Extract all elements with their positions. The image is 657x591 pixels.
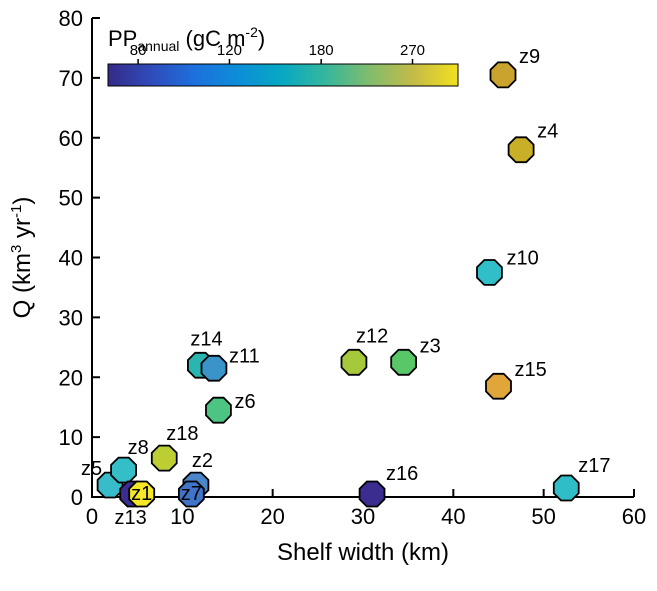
data-point-z9 [489, 61, 517, 89]
x-axis-label: Shelf width (km) [277, 539, 449, 566]
point-label-z17: z17 [578, 455, 610, 477]
x-tick-label: 50 [531, 504, 555, 529]
x-tick-label: 0 [86, 504, 98, 529]
point-label-z14: z14 [190, 328, 222, 350]
data-point-z15 [485, 372, 512, 400]
point-label-z2: z2 [192, 450, 213, 472]
y-axis-label: Q (km3 yr-1) [8, 197, 36, 319]
point-label-z11: z11 [229, 345, 260, 367]
y-tick-label: 40 [59, 246, 83, 271]
colorbar-title: PPannual (gC m-2) [108, 24, 265, 54]
y-tick-label: 30 [59, 305, 83, 330]
colorbar-tick-label: 270 [400, 42, 425, 59]
point-label-z13: z13 [115, 507, 147, 529]
y-tick-label: 20 [59, 365, 83, 390]
x-tick-label: 40 [441, 504, 465, 529]
point-label-z1: z1 [131, 483, 152, 505]
y-tick-label: 80 [59, 6, 83, 31]
data-point-z16 [358, 480, 386, 508]
data-point-z17 [552, 474, 580, 502]
colorbar-tick-label: 120 [217, 42, 242, 59]
data-point-z7 [177, 480, 205, 508]
y-tick-label: 0 [71, 485, 83, 510]
point-label-z8: z8 [128, 437, 149, 459]
point-label-z9: z9 [519, 46, 540, 68]
data-point-z10 [476, 259, 503, 286]
data-point-z12 [340, 348, 368, 376]
x-tick-label: 20 [260, 504, 284, 529]
y-tick-label: 10 [59, 425, 83, 450]
point-label-z18: z18 [166, 423, 198, 445]
data-point-z1 [128, 480, 156, 508]
data-point-z8 [110, 456, 138, 484]
point-label-z10: z10 [506, 247, 538, 269]
y-tick-label: 50 [59, 186, 83, 211]
y-tick-label: 70 [59, 66, 83, 91]
x-tick-label: 10 [170, 504, 194, 529]
data-point-z18 [150, 444, 178, 472]
data-point-z4 [507, 136, 535, 164]
data-point-z11 [200, 354, 228, 382]
x-tick-label: 60 [622, 504, 646, 529]
point-label-z15: z15 [515, 359, 547, 381]
data-point-z6 [205, 396, 232, 424]
data-point-z3 [390, 348, 418, 376]
point-label-z16: z16 [386, 463, 418, 485]
y-tick-label: 60 [59, 126, 83, 151]
point-label-z4: z4 [537, 121, 558, 143]
point-label-z3: z3 [420, 335, 441, 357]
colorbar-tick-label: 180 [309, 42, 334, 59]
colorbar-tick-label: 80 [130, 42, 147, 59]
point-label-z7: z7 [181, 483, 202, 505]
point-label-z12: z12 [356, 325, 388, 347]
point-label-z5: z5 [81, 458, 102, 480]
colorbar [107, 63, 459, 87]
point-label-z6: z6 [234, 391, 255, 413]
x-tick-label: 30 [351, 504, 375, 529]
